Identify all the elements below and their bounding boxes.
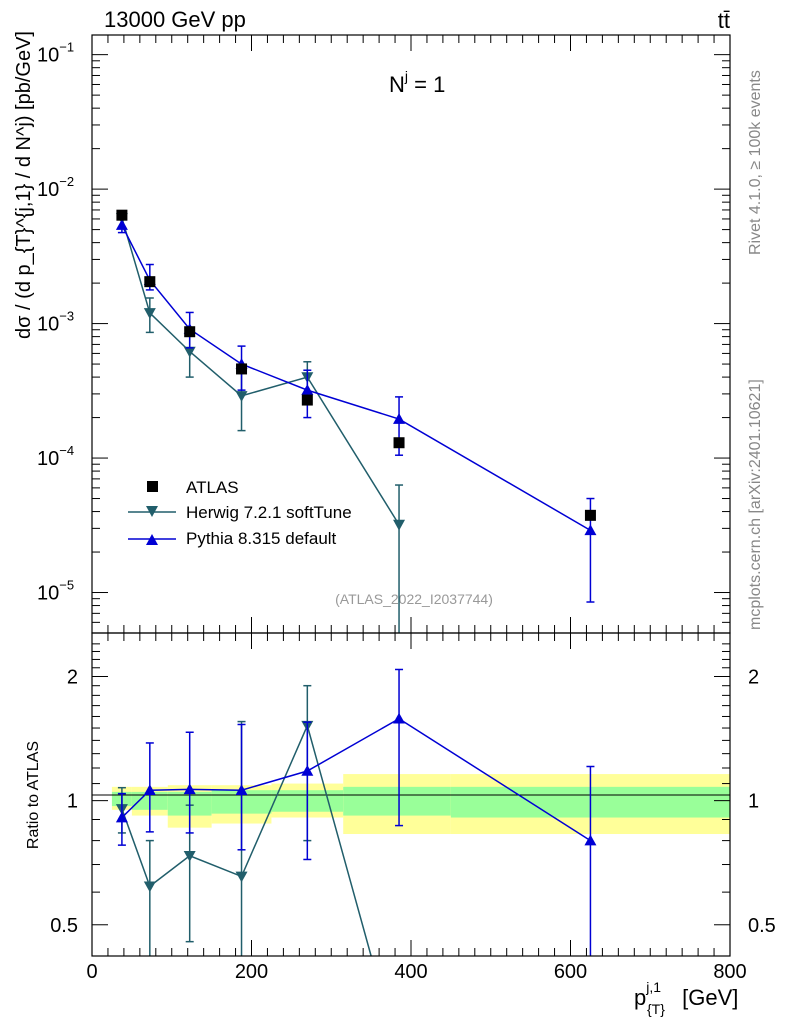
legend: ATLAS Herwig 7.2.1 softTune Pythia 8.315… (128, 478, 352, 548)
main-y-tick-label: 10−4 (37, 443, 74, 470)
main-y-axis-label: dσ / (d p_{T}^{j,1} / d N^j) [pb/GeV] (13, 31, 35, 339)
legend-atlas-label: ATLAS (186, 478, 239, 497)
main-axis-ticks (91, 35, 731, 633)
xlabel-main: p (634, 985, 646, 1010)
ratio-y-tick-label-right: 1 (748, 791, 759, 813)
x-tick-label: 200 (235, 961, 268, 983)
ratio-point-marker (393, 712, 406, 724)
atlas-data-marker (393, 437, 405, 449)
ratio-point-marker (115, 811, 128, 823)
title-rest: = 1 (408, 72, 445, 97)
xlabel-sub: {T} (647, 1001, 665, 1017)
ratio-point-marker (143, 784, 156, 796)
ratio-axis-ticks (91, 633, 731, 956)
main-point-marker (584, 524, 597, 536)
main-data-marks (115, 209, 597, 633)
ratio-uncertainty-bands (111, 774, 730, 835)
main-point-marker (183, 346, 196, 358)
ratio-inner-band (343, 786, 451, 816)
x-axis-label: pj,1 {T} [GeV] (634, 979, 738, 1017)
ratio-y-axis-label: Ratio to ATLAS (25, 741, 42, 849)
x-tick-label: 400 (394, 961, 427, 983)
ratio-data-marks (115, 668, 597, 957)
ratio-point-marker (235, 871, 248, 883)
xlabel-rest: [GeV] (676, 985, 738, 1010)
ratio-y-tick-labels: 0.5 0.5 1 1 2 2 (50, 667, 776, 937)
ratio-y-tick-label-right: 2 (748, 667, 759, 689)
atlas-data-marker (116, 209, 128, 221)
atlas-data-marker (184, 326, 196, 338)
ratio-series-line (121, 723, 372, 957)
atlas-data-marker (236, 363, 248, 375)
legend-pythia-label: Pythia 8.315 default (186, 529, 337, 548)
x-tick-label: 800 (713, 961, 746, 983)
main-series-line (121, 217, 400, 525)
analysis-watermark: (ATLAS_2022_I2037744) (335, 591, 493, 607)
legend-herwig-label: Herwig 7.2.1 softTune (186, 503, 352, 522)
x-tick-label: 600 (554, 961, 587, 983)
main-y-tick-labels: 10−1 10−2 10−3 10−4 10−5 (37, 40, 74, 605)
energy-label: 13000 GeV pp (104, 7, 246, 32)
mcplots-label: mcplots.cern.ch [arXiv:2401.10621] (747, 379, 764, 630)
ratio-y-tick-label-left: 0.5 (50, 915, 78, 937)
atlas-data-marker (301, 394, 313, 406)
process-label: tt̄ (718, 8, 730, 33)
main-point-marker (235, 391, 248, 402)
ratio-point-marker (183, 783, 196, 795)
ratio-point-marker (143, 881, 156, 893)
main-panel-title: Nj = 1 (389, 68, 445, 97)
ratio-y-tick-label-right: 0.5 (748, 915, 776, 937)
atlas-data-marker (584, 509, 596, 521)
main-point-marker (393, 519, 406, 531)
main-y-tick-label: 10−5 (37, 578, 74, 605)
xlabel-sup: j,1 (645, 979, 661, 995)
x-tick-label: 0 (86, 961, 97, 983)
title-sup: j (404, 68, 408, 84)
ratio-point-marker (235, 784, 248, 796)
main-point-marker (143, 308, 156, 319)
main-y-tick-label: 10−2 (37, 174, 74, 201)
legend-herwig-marker (146, 506, 158, 517)
ratio-y-tick-label-left: 1 (67, 791, 78, 813)
rivet-label: Rivet 4.1.0, ≥ 100k events (747, 70, 764, 255)
title-main: N (389, 72, 405, 97)
main-y-tick-label: 10−1 (37, 40, 74, 67)
atlas-data-marker (144, 276, 156, 288)
legend-pythia-marker (146, 534, 158, 545)
main-y-tick-label: 10−3 (37, 309, 74, 336)
ratio-point-marker (584, 834, 597, 846)
ratio-point-marker (183, 850, 196, 862)
x-tick-labels: 0 200 400 600 800 (86, 961, 746, 983)
main-point-marker (301, 384, 314, 395)
ratio-y-tick-label-left: 2 (67, 667, 78, 689)
main-point-marker (393, 413, 406, 424)
legend-atlas-marker (147, 481, 158, 492)
ratio-point-marker (301, 765, 314, 776)
main-point-marker (115, 219, 128, 230)
